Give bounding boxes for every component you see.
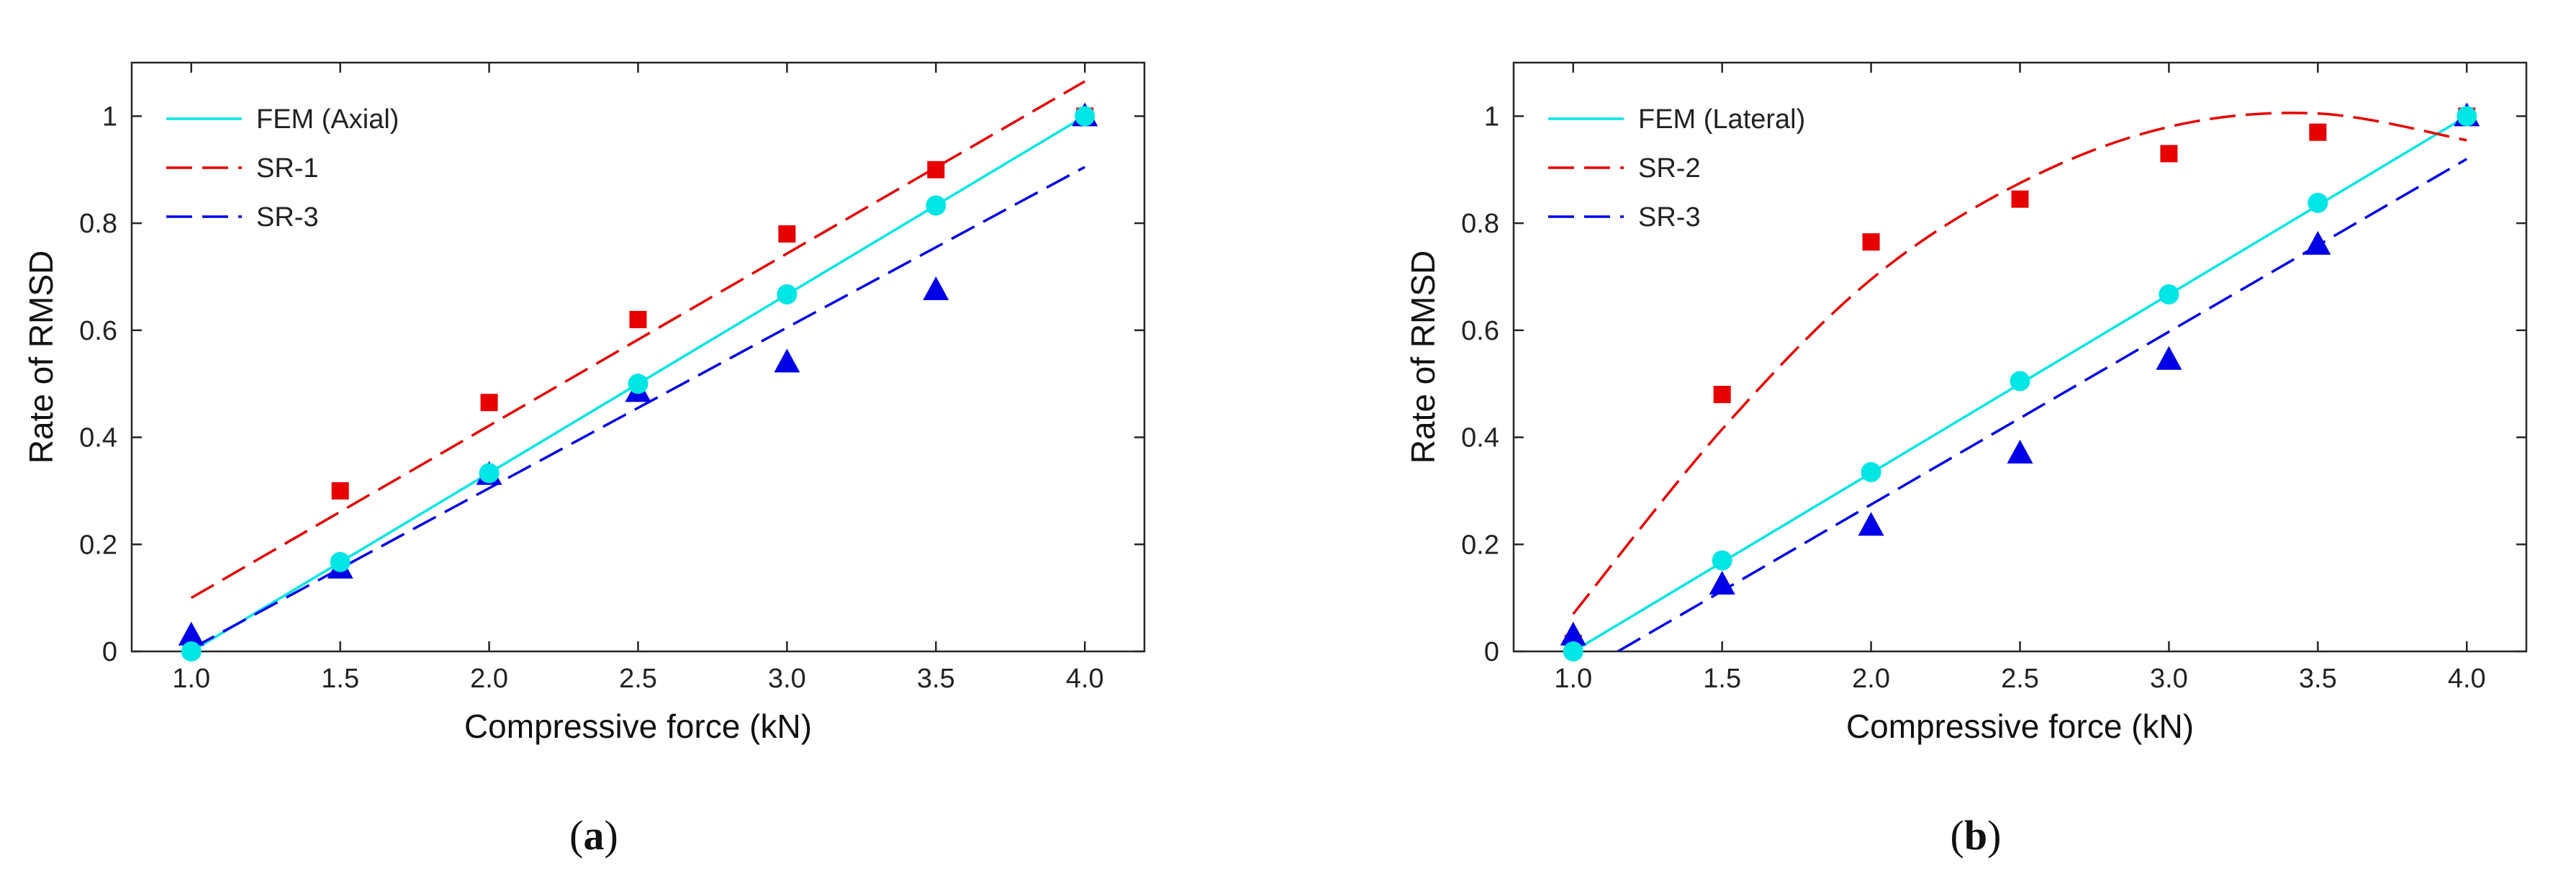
- x-tick-label: 3.0: [768, 664, 806, 694]
- data-point: [2156, 346, 2182, 370]
- y-tick-label: 1: [102, 101, 117, 132]
- data-point: [778, 225, 796, 243]
- y-tick-label: 0.8: [79, 209, 117, 239]
- legend-label: SR-2: [1638, 153, 1701, 184]
- data-point: [1563, 641, 1583, 661]
- data-point: [927, 161, 945, 179]
- data-point: [629, 310, 647, 328]
- x-tick-label: 4.0: [1066, 664, 1104, 694]
- legend: FEM (Lateral) SR-2 SR-3: [1548, 104, 1805, 232]
- data-point: [178, 621, 204, 646]
- x-tick-label: 3.0: [2150, 664, 2188, 694]
- y-tick-label: 0.8: [1461, 209, 1499, 239]
- y-tick-label: 0: [1484, 637, 1499, 667]
- legend-label: FEM (Axial): [256, 104, 399, 135]
- x-tick-label: 3.5: [2299, 664, 2337, 694]
- caption-b: (b): [1951, 812, 2002, 859]
- data-point: [2160, 145, 2178, 163]
- plot-frame: [1512, 61, 2528, 653]
- data-point: [2309, 123, 2327, 141]
- data-point: [480, 394, 498, 412]
- y-tick-label: 0.2: [79, 530, 117, 560]
- legend-label: SR-3: [256, 202, 319, 232]
- data-point: [1075, 106, 1095, 127]
- x-tick-label: 1.0: [1554, 664, 1592, 694]
- legend-label: FEM (Lateral): [1638, 104, 1805, 135]
- y-axis-label: Rate of RMSD: [22, 250, 60, 464]
- caption-a: (a): [569, 812, 618, 859]
- panel-b: 1.0 1.5 2.0 2.5 3.0 3.5 4.0 0 0.2 0.4 0.6 0.8 1 Compr…: [1404, 61, 2528, 745]
- panel-a: 1.0 1.5 2.0 2.5 3.0 3.5 4.0 0 0.2 0.4 0.6 0.8 1 Compr…: [22, 61, 1146, 745]
- x-tick-label: 2.0: [1852, 664, 1890, 694]
- data-point: [331, 482, 349, 500]
- y-tick-label: 0.6: [1461, 316, 1499, 346]
- data-point: [2011, 190, 2029, 208]
- y-tick-label: 1: [1484, 101, 1499, 132]
- fit-line-sr-2: [1572, 112, 2467, 615]
- data-point: [1858, 512, 1884, 536]
- data-point: [2007, 439, 2033, 464]
- data-point: [2457, 106, 2477, 127]
- plot-area: [190, 80, 1086, 651]
- y-tick-label: 0: [102, 637, 117, 667]
- data-point: [330, 551, 351, 572]
- x-tick-label: 4.0: [2448, 664, 2486, 694]
- data-point: [774, 348, 800, 373]
- data-point: [1861, 461, 1881, 482]
- x-axis-label: Compressive force (kN): [1846, 708, 2194, 745]
- data-point: [926, 195, 946, 216]
- data-point: [923, 276, 949, 301]
- y-tick-label: 0.6: [79, 316, 117, 346]
- data-point: [1712, 550, 1732, 571]
- fit-line-sr-1: [190, 80, 1086, 600]
- fit-line-sr-3: [190, 166, 1086, 650]
- x-tick-label: 2.5: [619, 664, 657, 694]
- data-point: [1713, 386, 1731, 404]
- data-point: [2308, 192, 2328, 213]
- legend: FEM (Axial) SR-1 SR-3: [166, 104, 399, 232]
- legend-label: SR-1: [256, 153, 319, 184]
- x-tick-label: 1.5: [321, 664, 359, 694]
- data-point: [1709, 571, 1735, 595]
- y-axis-label: Rate of RMSD: [1404, 250, 1442, 464]
- data-point: [1862, 233, 1880, 251]
- data-point: [2305, 230, 2331, 255]
- x-tick-label: 3.5: [917, 664, 955, 694]
- data-point: [2010, 371, 2030, 392]
- x-tick-label: 2.5: [2001, 664, 2039, 694]
- data-point: [479, 463, 500, 484]
- data-point: [777, 284, 797, 304]
- y-tick-label: 0.4: [79, 423, 117, 453]
- y-tick-label: 0.4: [1461, 423, 1499, 453]
- data-point: [181, 641, 202, 661]
- plot-frame: [130, 61, 1146, 653]
- fit-line-sr-3: [1617, 158, 2468, 651]
- x-tick-label: 1.0: [172, 664, 210, 694]
- data-point: [1560, 621, 1586, 646]
- legend-label: SR-3: [1638, 202, 1701, 232]
- data-point: [2159, 284, 2179, 304]
- x-tick-label: 2.0: [470, 664, 508, 694]
- x-axis-label: Compressive force (kN): [464, 708, 812, 745]
- y-tick-label: 0.2: [1461, 530, 1499, 560]
- x-tick-label: 1.5: [1703, 664, 1741, 694]
- data-point: [628, 374, 648, 394]
